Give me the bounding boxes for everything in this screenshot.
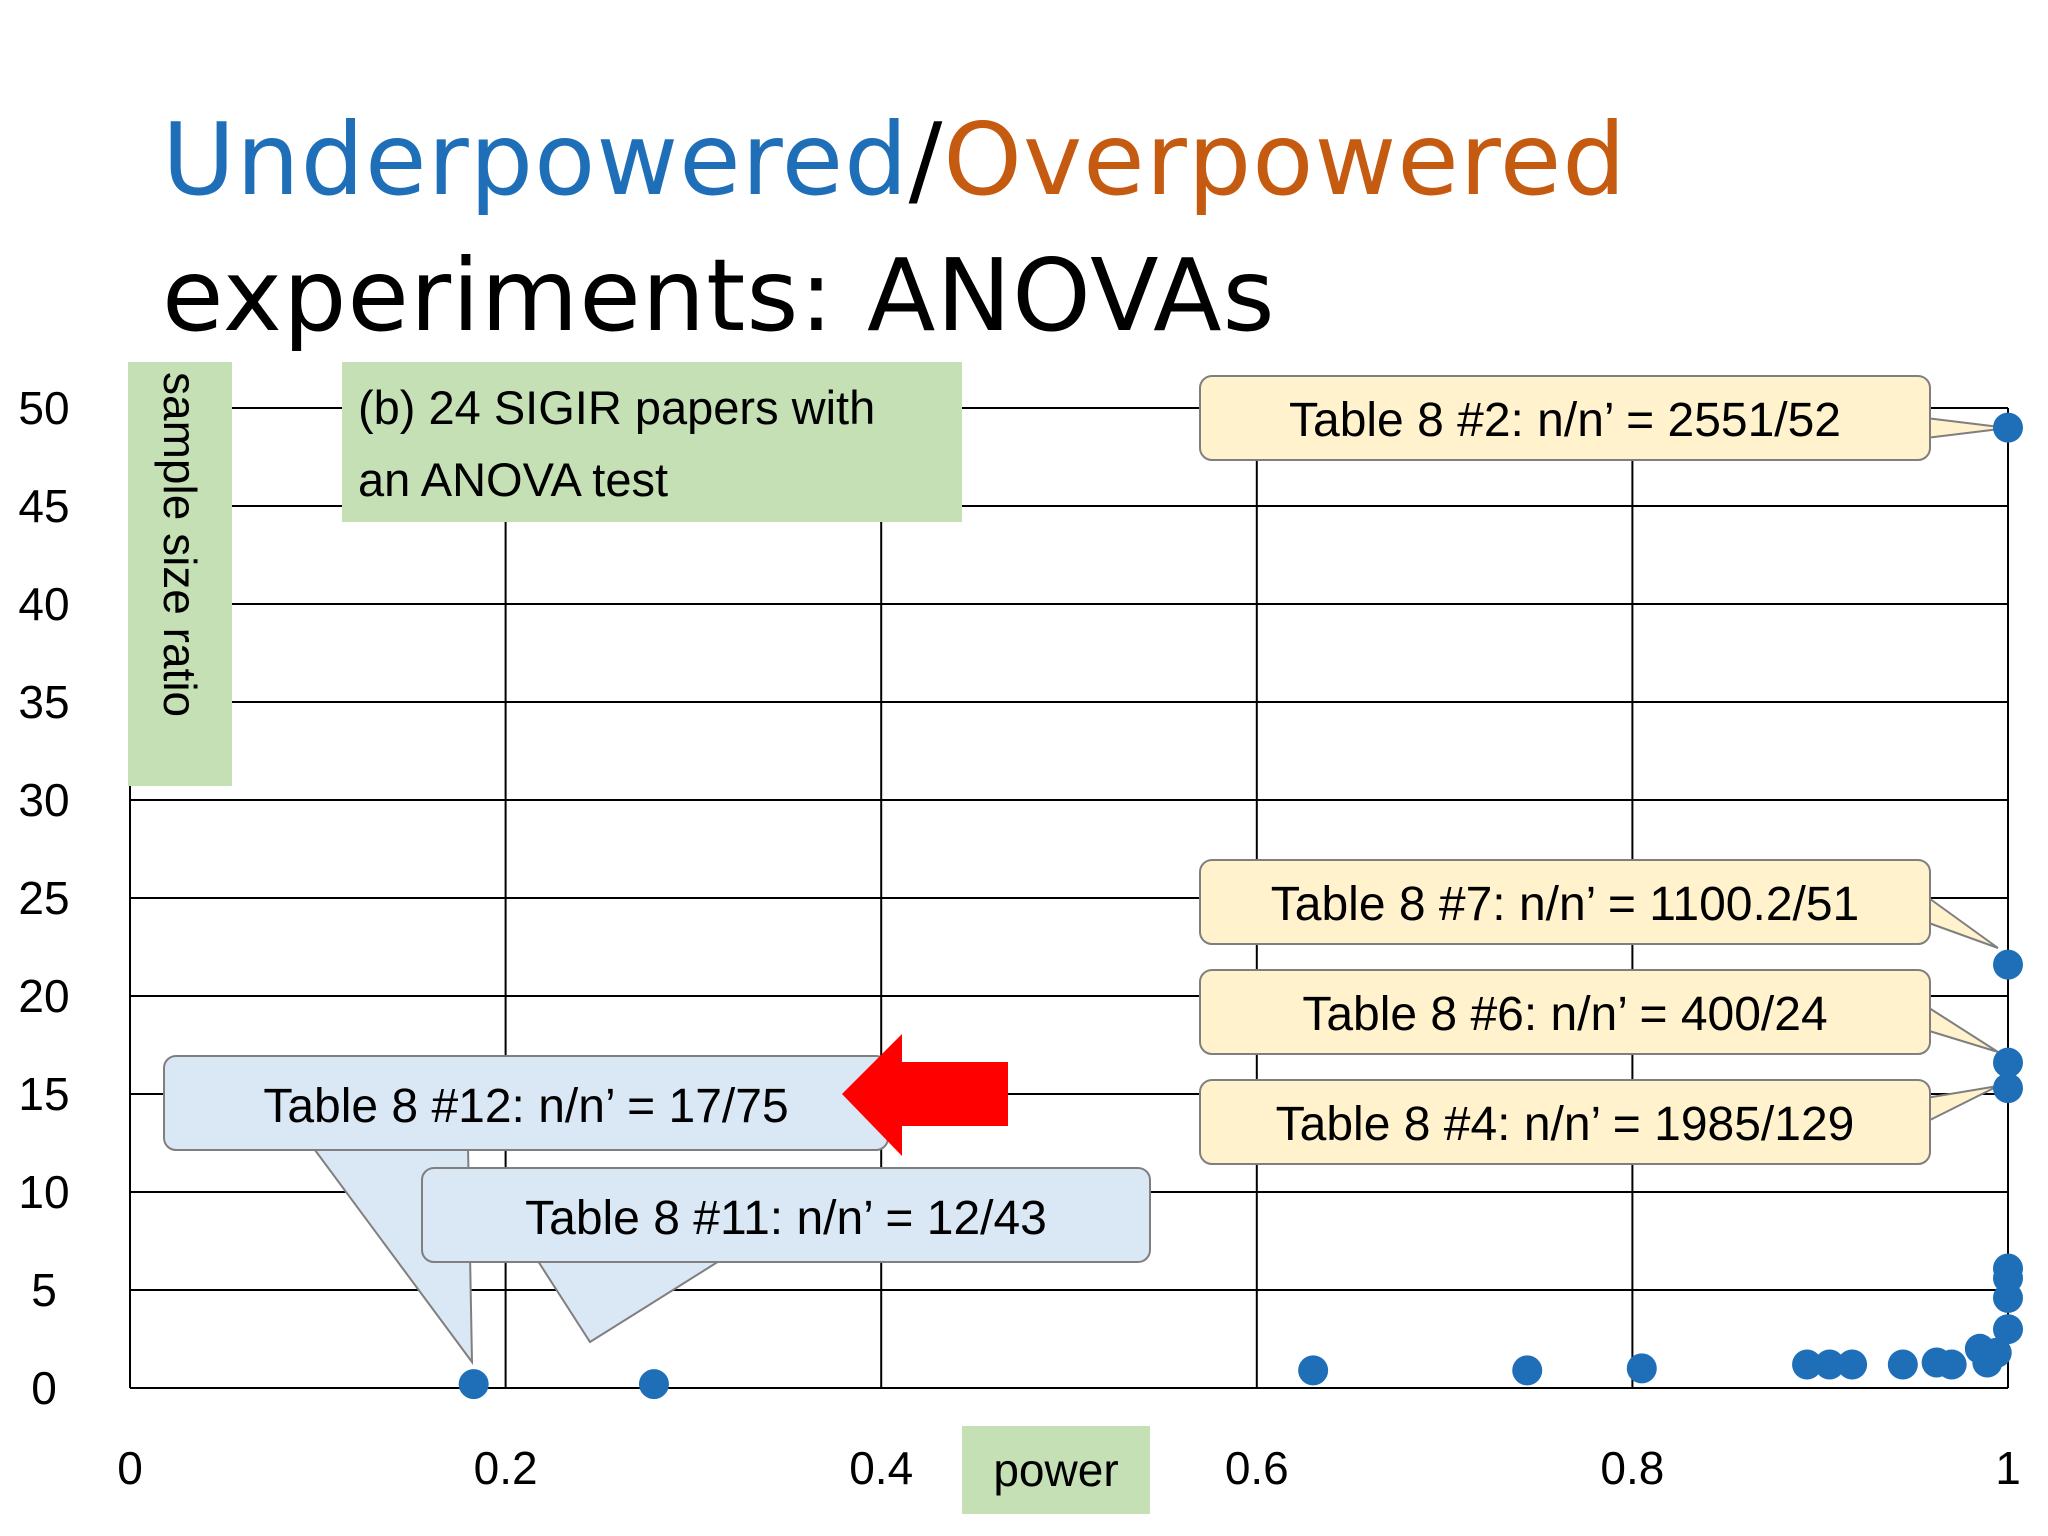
y-tick-label: 15: [18, 1068, 69, 1120]
callout-table8-4-pointer: [1925, 1085, 1999, 1123]
callout-table8-7-text: Table 8 #7: n/n’ = 1100.2/51: [1271, 878, 1859, 931]
y-axis-label: sample size ratio: [154, 372, 206, 717]
y-tick-label: 35: [18, 676, 69, 728]
callout-table8-11-text: Table 8 #11: n/n’ = 12/43: [525, 1192, 1047, 1245]
data-point: [1993, 1314, 2023, 1345]
callout-table8-11-box: [421, 1167, 1151, 1263]
callout-table8-6-pointer: [1925, 1005, 1999, 1053]
y-tick-label: 25: [18, 872, 69, 924]
data-point: [1993, 949, 2023, 980]
callout-table8-2-text: Table 8 #2: n/n’ = 2551/52: [1289, 394, 1841, 447]
y-tick-label: 0: [31, 1362, 57, 1414]
y-axis-label-box: sample size ratio: [128, 362, 232, 786]
x-axis-label-box: power: [962, 1426, 1150, 1514]
y-tick-label: 10: [18, 1166, 69, 1218]
data-point: [1981, 1337, 2012, 1368]
data-point: [458, 1369, 489, 1400]
data-point: [1936, 1349, 1967, 1380]
highlight-arrow: [842, 1034, 1008, 1156]
data-point: [1837, 1349, 1868, 1380]
x-tick-label: 0.4: [849, 1442, 913, 1494]
x-tick-labels: 0 0.2 0.4 0.6 0.8 1: [117, 1442, 2021, 1494]
title-line2: experiments: ANOVAs: [162, 237, 1276, 354]
callout-table8-2-box: [1199, 375, 1931, 461]
data-point: [1298, 1355, 1329, 1386]
y-tick-label: 45: [18, 480, 69, 532]
x-tick-label: 0.8: [1600, 1442, 1664, 1494]
x-tick-label: 1: [1995, 1442, 2021, 1494]
y-tick-label: 50: [18, 382, 69, 434]
data-points: [458, 412, 2023, 1400]
y-tick-label: 40: [18, 578, 69, 630]
x-tick-label: 0.6: [1225, 1442, 1289, 1494]
slide-title: Underpowered/Overpowered experiments: ANO…: [162, 92, 1627, 364]
x-tick-label: 0.2: [474, 1442, 538, 1494]
callout-table8-7-box: [1199, 859, 1931, 945]
inset-label-line2: an ANOVA test: [358, 453, 668, 506]
data-point: [1993, 1253, 2023, 1284]
callout-table8-11-pointer: [535, 1257, 725, 1344]
y-axis-label-bg: [128, 362, 232, 786]
callout-table8-7-pointer: [1925, 895, 1999, 949]
data-point: [1792, 1349, 1823, 1380]
data-point: [638, 1369, 669, 1400]
x-axis-label-bg: [962, 1426, 1150, 1514]
y-tick-labels: 0 5 10 15 20 25 30 35 40 45 50: [18, 382, 69, 1414]
data-point: [1993, 1073, 2023, 1104]
data-point: [1993, 1047, 2023, 1078]
callout-table8-12-text: Table 8 #12: n/n’ = 17/75: [263, 1080, 788, 1133]
callout-table8-4-box: [1199, 1079, 1931, 1165]
title-underpowered: Underpowered: [162, 101, 909, 218]
data-point: [1993, 412, 2023, 443]
x-tick-label: 0: [117, 1442, 143, 1494]
x-axis-label: power: [993, 1444, 1118, 1496]
y-tick-label: 20: [18, 970, 69, 1022]
title-overpowered: Overpowered: [943, 101, 1627, 218]
y-tick-label: 30: [18, 774, 69, 826]
callout-table8-4-text: Table 8 #4: n/n’ = 1985/129: [1276, 1098, 1855, 1151]
title-separator: /: [908, 101, 944, 218]
callout-table8-6-box: [1199, 969, 1931, 1055]
inset-label-box: (b) 24 SIGIR papers with an ANOVA test: [342, 362, 962, 522]
data-point: [1887, 1349, 1918, 1380]
y-tick-label: 5: [31, 1264, 57, 1316]
callouts: Table 8 #2: n/n’ = 2551/52 Table 8 #7: n…: [163, 375, 2009, 1366]
data-point: [1512, 1355, 1543, 1386]
callout-table8-6-text: Table 8 #6: n/n’ = 400/24: [1302, 988, 1827, 1041]
data-point: [1626, 1353, 1657, 1384]
data-point: [1814, 1349, 1845, 1380]
inset-label-bg: [342, 362, 962, 522]
inset-label-line1: (b) 24 SIGIR papers with: [358, 381, 875, 434]
